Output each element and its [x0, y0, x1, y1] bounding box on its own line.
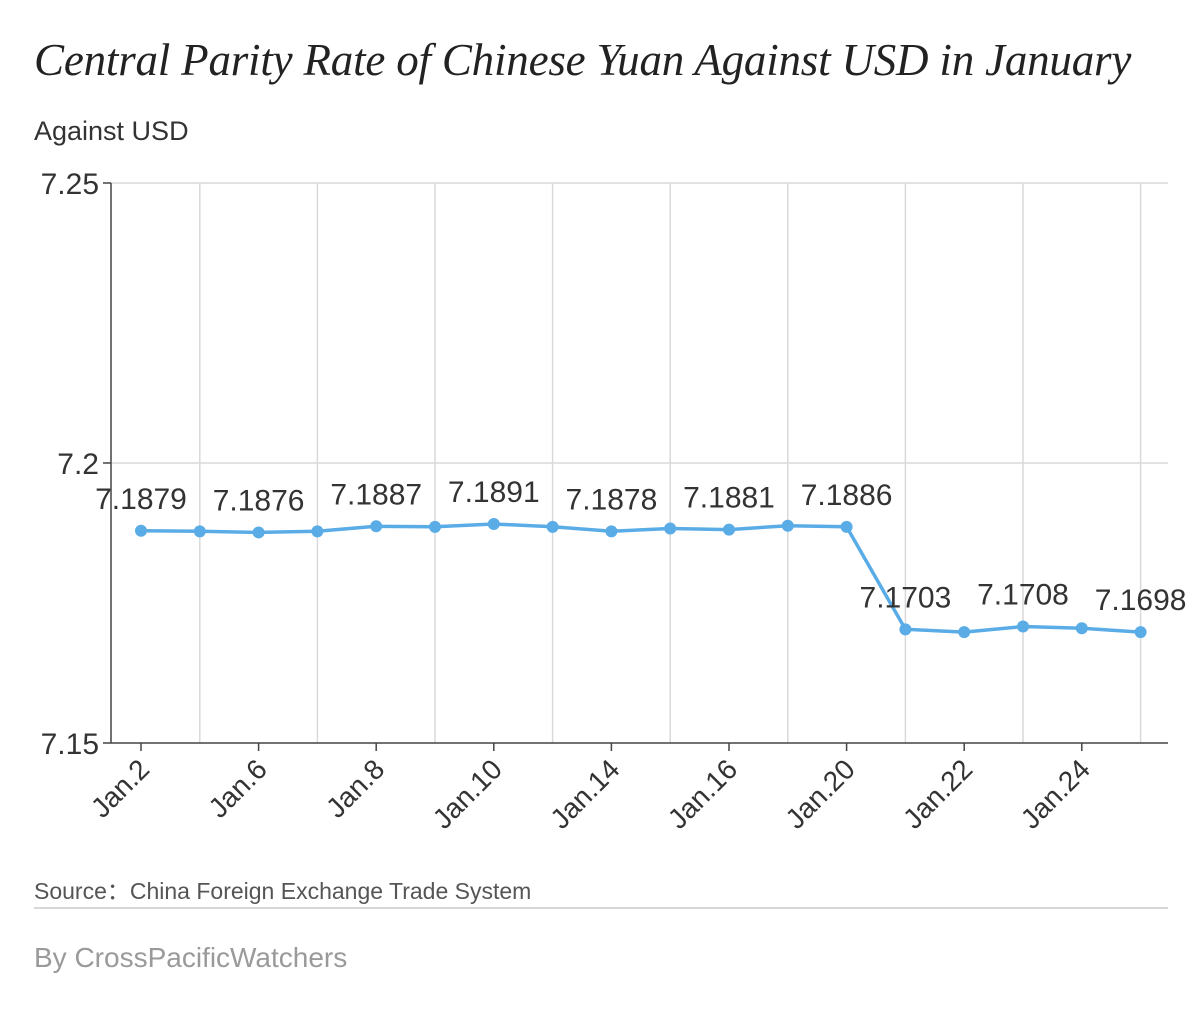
source-note: Source：China Foreign Exchange Trade Syst…: [34, 878, 532, 904]
line-chart: 7.15 7.2 7.25 Jan.2 Jan.6 Jan.8 Jan.10 Jan.14 Ja…: [41, 168, 1187, 835]
x-tick-label: Jan.16: [662, 753, 743, 834]
footer-divider: [34, 907, 1168, 909]
data-point: [723, 523, 735, 536]
data-point: [252, 526, 265, 539]
data-point: [605, 525, 618, 538]
data-point: [1134, 626, 1147, 639]
data-label: 7.1878: [566, 483, 658, 516]
data-points: [135, 518, 1147, 639]
grid-lines: [111, 182, 1168, 743]
data-point: [193, 525, 206, 538]
data-point: [1075, 622, 1088, 635]
data-point: [1017, 620, 1029, 633]
y-tick-label: 7.2: [57, 448, 99, 481]
data-label: 7.1876: [213, 484, 305, 517]
x-tick-label: Jan.8: [320, 753, 390, 823]
series-line-path: [140, 522, 1141, 634]
data-label: 7.1886: [801, 479, 893, 512]
data-label: 7.1891: [448, 476, 540, 509]
data-point: [664, 522, 677, 535]
data-point: [899, 623, 912, 636]
series-line: [140, 522, 1141, 634]
chart-title: Central Parity Rate of Chinese Yuan Agai…: [34, 35, 1132, 85]
byline: By CrossPacificWatchers: [34, 942, 348, 973]
data-label: 7.1698: [1095, 584, 1187, 617]
data-point: [429, 520, 441, 533]
y-tick-label: 7.15: [41, 728, 99, 761]
data-label: 7.1881: [683, 482, 775, 515]
data-point: [370, 520, 383, 533]
data-point: [311, 525, 324, 538]
data-labels: 7.1879 7.1876 7.1887 7.1891 7.1878 7.1881 7.18…: [95, 476, 1186, 617]
data-point: [781, 519, 794, 532]
data-label: 7.1703: [860, 581, 952, 614]
x-tick-label: Jan.22: [897, 753, 978, 834]
y-tick-label: 7.25: [41, 168, 99, 201]
data-point: [840, 520, 853, 533]
data-label: 7.1887: [330, 478, 422, 511]
x-tick-label: Jan.10: [427, 753, 508, 834]
y-axis-unit-label: Against USD: [34, 116, 189, 146]
data-point: [958, 626, 971, 639]
data-point: [135, 524, 147, 537]
x-tick-label: Jan.24: [1015, 753, 1096, 834]
x-tick-label: Jan.2: [85, 753, 155, 823]
x-tick-label: Jan.6: [202, 753, 272, 823]
data-label: 7.1708: [977, 579, 1069, 612]
data-label: 7.1879: [95, 483, 187, 516]
data-point: [487, 518, 500, 531]
x-tick-label: Jan.14: [544, 753, 625, 834]
data-point: [546, 520, 559, 533]
x-tick-label: Jan.20: [779, 753, 860, 834]
